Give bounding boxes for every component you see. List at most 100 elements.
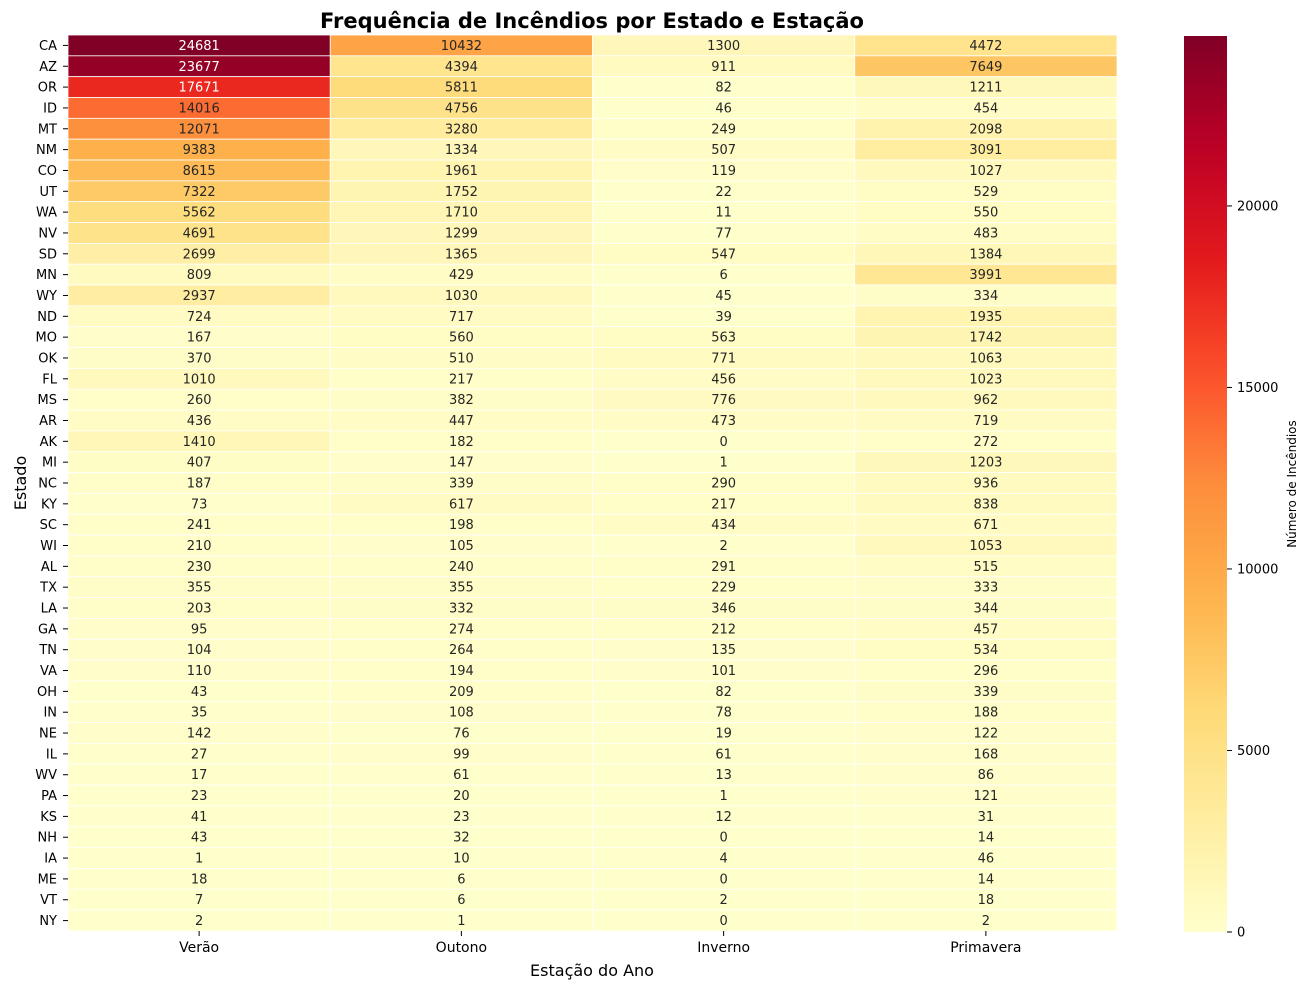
cell-value-label: 4394 (445, 60, 478, 75)
cell-value-label: 1053 (969, 539, 1002, 554)
y-tick-label: AK (40, 435, 58, 450)
cell-value-label: 296 (973, 664, 998, 679)
cell-value-label: 14 (978, 831, 995, 846)
y-tick-label: MN (36, 268, 57, 283)
cell-value-label: 210 (187, 539, 212, 554)
cell-value-label: 1410 (183, 435, 216, 450)
cell-value-label: 1752 (445, 185, 478, 200)
cell-value-label: 32 (453, 831, 470, 846)
y-tick-label: WY (36, 289, 57, 304)
cell-value-label: 76 (453, 727, 470, 742)
cell-value-label: 61 (715, 747, 732, 762)
cell-value-label: 23 (453, 810, 470, 825)
y-tick-label: NM (36, 143, 57, 158)
cell-value-label: 35 (191, 706, 208, 721)
cell-value-label: 7322 (183, 185, 216, 200)
colorbar-gradient (1184, 36, 1227, 932)
cell-value-label: 2937 (183, 289, 216, 304)
cell-value-label: 2 (195, 914, 203, 929)
cell-value-label: 407 (187, 456, 212, 471)
cell-value-label: 3280 (445, 122, 478, 137)
cell-value-label: 332 (449, 602, 474, 617)
cell-value-label: 41 (191, 810, 208, 825)
cell-value-label: 187 (187, 477, 212, 492)
colorbar-tick-label: 5000 (1237, 744, 1270, 759)
cell-value-label: 13 (715, 768, 732, 783)
cell-value-label: 563 (711, 331, 736, 346)
y-tick-label: SD (39, 247, 57, 262)
colorbar-label: Número de Incêndios (1285, 420, 1299, 548)
cell-value-label: 776 (711, 393, 736, 408)
y-tick-label: UT (40, 185, 58, 200)
y-tick-label: OH (37, 685, 57, 700)
y-tick-label: WA (36, 206, 57, 221)
y-tick-label: AR (39, 414, 57, 429)
y-tick-label: LA (41, 602, 58, 617)
cell-value-label: 515 (973, 560, 998, 575)
cell-value-label: 344 (973, 602, 998, 617)
cell-value-label: 272 (973, 435, 998, 450)
cell-value-label: 2 (982, 914, 990, 929)
cell-value-label: 274 (449, 622, 474, 637)
cell-value-label: 429 (449, 268, 474, 283)
y-axis-ticks: CA AZ OR ID MT NM CO UT WA NV SD MN WY ND MO OK FL MS AR AK… (35, 39, 68, 929)
cell-value-label: 2 (719, 893, 727, 908)
cell-value-label: 436 (187, 414, 212, 429)
y-tick-label: NH (38, 831, 58, 846)
cell-value-label: 454 (973, 101, 998, 116)
cell-value-label: 229 (711, 581, 736, 596)
cell-value-label: 771 (711, 351, 736, 366)
colorbar-tick-label: 10000 (1237, 562, 1278, 577)
cell-value-label: 17 (191, 768, 208, 783)
y-tick-label: IN (43, 706, 57, 721)
colorbar-tick-label: 20000 (1237, 199, 1278, 214)
cell-value-label: 355 (187, 581, 212, 596)
cell-value-label: 447 (449, 414, 474, 429)
cell-value-label: 671 (973, 518, 998, 533)
cell-value-label: 212 (711, 622, 736, 637)
cell-value-label: 534 (973, 643, 998, 658)
y-tick-label: SC (40, 518, 57, 533)
cell-value-label: 7649 (969, 60, 1002, 75)
cell-value-label: 291 (711, 560, 736, 575)
cell-value-label: 18 (978, 893, 995, 908)
cell-value-label: 14 (978, 872, 995, 887)
cell-value-label: 14016 (178, 101, 219, 116)
y-tick-label: TX (39, 581, 57, 596)
y-tick-label: NC (38, 477, 57, 492)
y-tick-label: ID (43, 101, 57, 116)
cell-value-label: 43 (191, 831, 208, 846)
cell-value-label: 142 (187, 727, 212, 742)
cell-value-label: 61 (453, 768, 470, 783)
cell-value-label: 1 (195, 852, 203, 867)
colorbar-tick-label: 0 (1237, 926, 1245, 941)
cell-value-label: 121 (973, 789, 998, 804)
cell-value-label: 809 (187, 268, 212, 283)
cell-value-label: 6 (457, 872, 465, 887)
cell-value-label: 473 (711, 414, 736, 429)
y-tick-label: NY (39, 914, 57, 929)
cell-value-label: 122 (973, 727, 998, 742)
y-tick-label: WV (35, 768, 57, 783)
cell-value-label: 0 (719, 872, 727, 887)
y-tick-label: CO (38, 164, 57, 179)
cell-value-label: 39 (715, 310, 732, 325)
cell-value-label: 260 (187, 393, 212, 408)
cell-value-label: 105 (449, 539, 474, 554)
cell-value-label: 2699 (183, 247, 216, 262)
colorbar: 0 5000 10000 15000 20000 Número de Incêndios (1184, 36, 1299, 941)
chart-title: Frequência de Incêndios por Estado e Est… (320, 9, 864, 33)
cell-value-label: 1023 (969, 372, 1002, 387)
cell-value-label: 1710 (445, 206, 478, 221)
cell-value-label: 135 (711, 643, 736, 658)
y-tick-label: MS (38, 393, 57, 408)
y-tick-label: FL (42, 372, 57, 387)
cell-value-label: 370 (187, 351, 212, 366)
cell-value-label: 46 (715, 101, 732, 116)
cell-value-label: 1334 (445, 143, 478, 158)
cell-value-label: 838 (973, 497, 998, 512)
cell-value-label: 4 (719, 852, 727, 867)
cell-value-label: 339 (449, 477, 474, 492)
cell-value-label: 547 (711, 247, 736, 262)
cell-value-label: 203 (187, 602, 212, 617)
